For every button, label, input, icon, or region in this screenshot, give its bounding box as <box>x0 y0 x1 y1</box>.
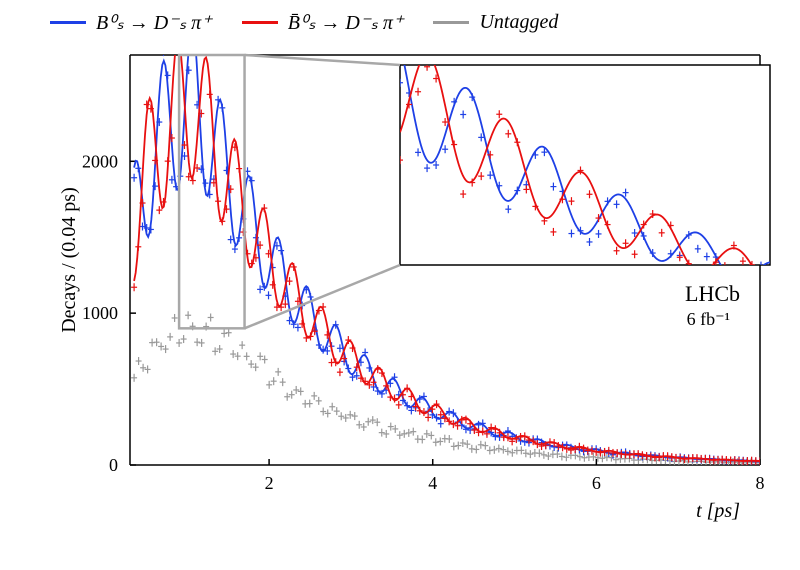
legend-swatch <box>242 21 278 24</box>
svg-text:2000: 2000 <box>82 151 118 171</box>
experiment-label: LHCb <box>685 281 740 306</box>
legend-item: B̄⁰ₛ → D⁻ₛ π⁺ <box>242 10 404 35</box>
svg-text:1000: 1000 <box>82 303 118 323</box>
svg-text:8: 8 <box>756 473 765 493</box>
y-axis-label: Decays / (0.04 ps) <box>58 187 80 333</box>
x-axis-label: t [ps] <box>696 500 740 522</box>
luminosity-label: 6 fb⁻¹ <box>687 309 730 329</box>
svg-text:0: 0 <box>109 455 118 475</box>
legend-label: Untagged <box>479 11 558 34</box>
legend-item: Untagged <box>433 11 558 34</box>
svg-text:6: 6 <box>592 473 601 493</box>
legend-item: B⁰ₛ → D⁻ₛ π⁺ <box>50 10 212 35</box>
svg-text:4: 4 <box>428 473 437 493</box>
legend-label: B⁰ₛ → D⁻ₛ π⁺ <box>96 10 212 35</box>
legend-swatch <box>433 21 469 24</box>
legend-swatch <box>50 21 86 24</box>
svg-text:2: 2 <box>265 473 274 493</box>
zoom-box <box>179 55 244 328</box>
legend-label: B̄⁰ₛ → D⁻ₛ π⁺ <box>288 10 404 35</box>
inset-plot <box>397 45 773 299</box>
